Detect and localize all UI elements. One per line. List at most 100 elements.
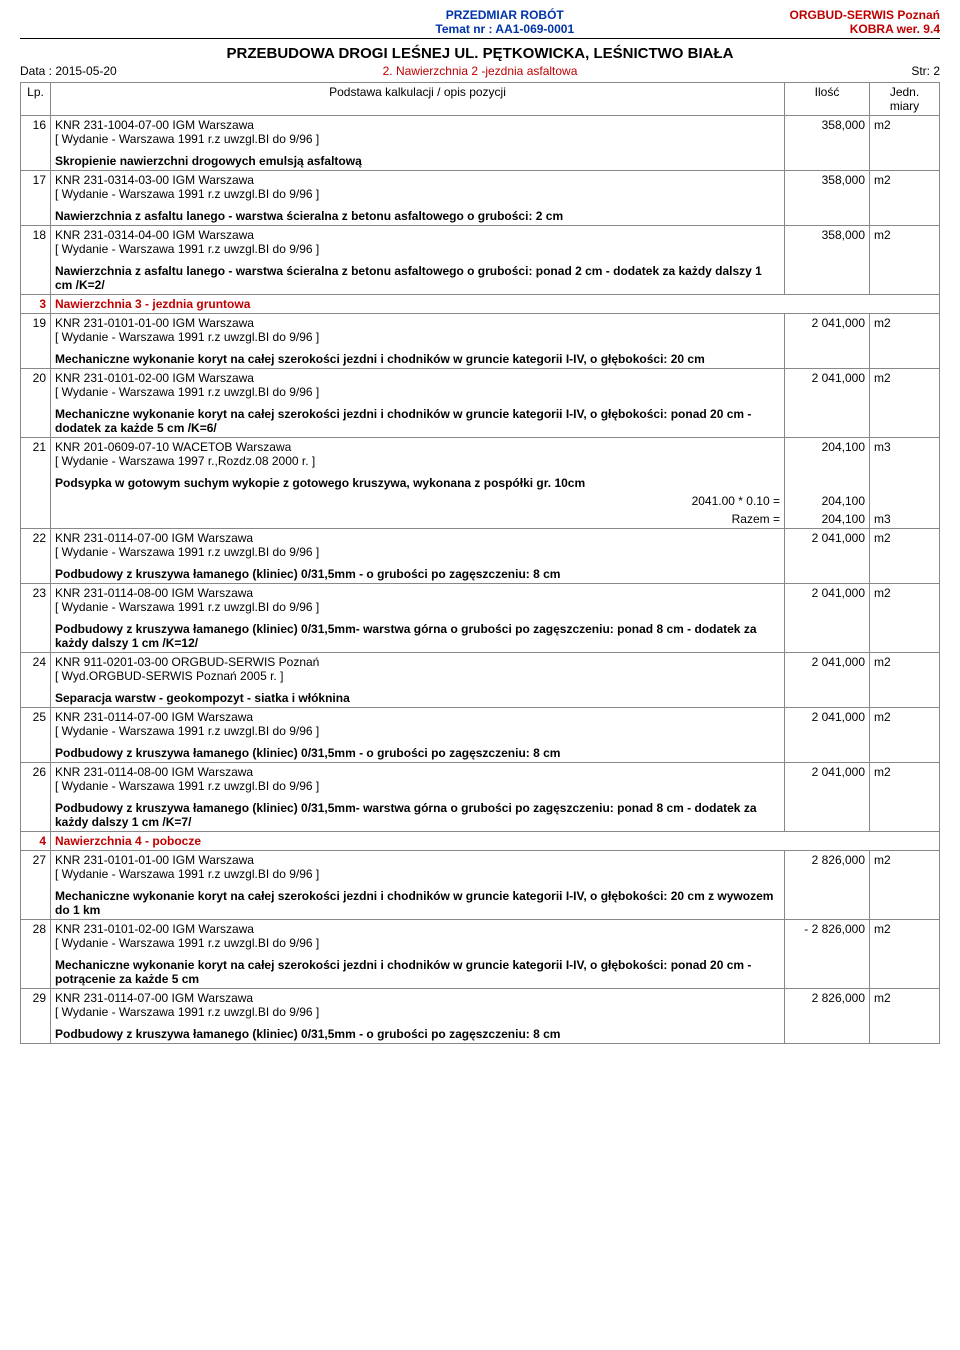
- knr-code: KNR 231-0101-01-00 IGM Warszawa: [55, 853, 780, 867]
- item-description: Podsypka w gotowym suchym wykopie z goto…: [55, 476, 780, 490]
- item-row: 23KNR 231-0114-08-00 IGM Warszawa[ Wydan…: [21, 584, 940, 617]
- item-lp: 16: [21, 116, 51, 171]
- header-org: ORGBUD-SERWIS Poznań: [790, 8, 940, 22]
- item-desc-row: Nawierzchnia z asfaltu lanego - warstwa …: [21, 258, 940, 295]
- col-desc: Podstawa kalkulacji / opis pozycji: [51, 83, 785, 116]
- item-lp: 20: [21, 369, 51, 438]
- item-qty: 2 826,000: [785, 851, 870, 884]
- knr-code: KNR 231-0314-04-00 IGM Warszawa: [55, 228, 780, 242]
- item-description: Separacja warstw - geokompozyt - siatka …: [55, 691, 780, 705]
- item-description: Mechaniczne wykonanie koryt na całej sze…: [55, 889, 780, 917]
- main-title: PRZEBUDOWA DROGI LEŚNEJ UL. PĘTKOWICKA, …: [20, 45, 940, 62]
- item-unit: m3: [870, 438, 940, 471]
- header-title: PRZEDMIAR ROBÓT: [220, 8, 790, 22]
- calc-label: 2041.00 * 0.10 =: [51, 492, 785, 510]
- item-row: 24KNR 911-0201-03-00 ORGBUD-SERWIS Pozna…: [21, 653, 940, 686]
- item-lp: 28: [21, 920, 51, 989]
- item-description: Podbudowy z kruszywa łamanego (kliniec) …: [55, 567, 780, 581]
- item-description: Mechaniczne wykonanie koryt na całej sze…: [55, 958, 780, 986]
- edition: [ Wydanie - Warszawa 1991 r.z uwzgl.BI d…: [55, 779, 780, 793]
- item-lp: 24: [21, 653, 51, 708]
- item-row: 27KNR 231-0101-01-00 IGM Warszawa[ Wydan…: [21, 851, 940, 884]
- header-version: KOBRA wer. 9.4: [790, 22, 940, 36]
- item-qty: 358,000: [785, 116, 870, 149]
- item-qty: 2 041,000: [785, 369, 870, 402]
- col-unit: Jedn. miary: [870, 83, 940, 116]
- knr-code: KNR 231-0101-01-00 IGM Warszawa: [55, 316, 780, 330]
- item-unit: m2: [870, 851, 940, 884]
- edition: [ Wyd.ORGBUD-SERWIS Poznań 2005 r. ]: [55, 669, 780, 683]
- calc-label: Razem =: [51, 510, 785, 529]
- item-unit: m2: [870, 653, 940, 686]
- knr-code: KNR 201-0609-07-10 WACETOB Warszawa: [55, 440, 780, 454]
- knr-code: KNR 231-0114-08-00 IGM Warszawa: [55, 765, 780, 779]
- edition: [ Wydanie - Warszawa 1991 r.z uwzgl.BI d…: [55, 242, 780, 256]
- item-desc-row: Nawierzchnia z asfaltu lanego - warstwa …: [21, 203, 940, 226]
- section-title: Nawierzchnia 3 - jezdnia gruntowa: [55, 297, 250, 311]
- item-qty: 2 041,000: [785, 314, 870, 347]
- edition: [ Wydanie - Warszawa 1991 r.z uwzgl.BI d…: [55, 385, 780, 399]
- item-row: 18KNR 231-0314-04-00 IGM Warszawa[ Wydan…: [21, 226, 940, 259]
- item-row: 26KNR 231-0114-08-00 IGM Warszawa[ Wydan…: [21, 763, 940, 796]
- section-row: 4 Nawierzchnia 4 - pobocze: [21, 832, 940, 851]
- knr-code: KNR 231-0101-02-00 IGM Warszawa: [55, 922, 780, 936]
- col-lp: Lp.: [21, 83, 51, 116]
- edition: [ Wydanie - Warszawa 1991 r.z uwzgl.BI d…: [55, 600, 780, 614]
- item-desc-row: Mechaniczne wykonanie koryt na całej sze…: [21, 401, 940, 438]
- item-desc-row: Podbudowy z kruszywa łamanego (kliniec) …: [21, 561, 940, 584]
- section-row: 3Nawierzchnia 3 - jezdnia gruntowa: [21, 295, 940, 314]
- edition: [ Wydanie - Warszawa 1991 r.z uwzgl.BI d…: [55, 132, 780, 146]
- item-unit: m2: [870, 369, 940, 402]
- item-lp: 18: [21, 226, 51, 295]
- item-desc-row: Podbudowy z kruszywa łamanego (kliniec) …: [21, 1021, 940, 1044]
- knr-code: KNR 231-0114-08-00 IGM Warszawa: [55, 586, 780, 600]
- col-qty: Ilość: [785, 83, 870, 116]
- calc-unit: [870, 492, 940, 510]
- item-lp: 23: [21, 584, 51, 653]
- item-description: Mechaniczne wykonanie koryt na całej sze…: [55, 407, 780, 435]
- item-description: Skropienie nawierzchni drogowych emulsją…: [55, 154, 780, 168]
- calc-qty: 204,100: [785, 510, 870, 529]
- item-unit: m2: [870, 226, 940, 259]
- item-qty: 2 041,000: [785, 708, 870, 741]
- item-lp: 26: [21, 763, 51, 832]
- calc-qty: 204,100: [785, 492, 870, 510]
- table-header-row: Lp. Podstawa kalkulacji / opis pozycji I…: [21, 83, 940, 116]
- knr-code: KNR 911-0201-03-00 ORGBUD-SERWIS Poznań: [55, 655, 780, 669]
- knr-code: KNR 231-0114-07-00 IGM Warszawa: [55, 531, 780, 545]
- header-subject: Temat nr : AA1-069-0001: [220, 22, 790, 36]
- item-qty: 358,000: [785, 226, 870, 259]
- item-desc-row: Podsypka w gotowym suchym wykopie z goto…: [21, 470, 940, 492]
- knr-code: KNR 231-0101-02-00 IGM Warszawa: [55, 371, 780, 385]
- item-lp: 17: [21, 171, 51, 226]
- item-row: 20KNR 231-0101-02-00 IGM Warszawa[ Wydan…: [21, 369, 940, 402]
- edition: [ Wydanie - Warszawa 1991 r.z uwzgl.BI d…: [55, 724, 780, 738]
- item-row: 19KNR 231-0101-01-00 IGM Warszawa[ Wydan…: [21, 314, 940, 347]
- item-desc-row: Podbudowy z kruszywa łamanego (kliniec) …: [21, 795, 940, 832]
- item-row: 21KNR 201-0609-07-10 WACETOB Warszawa[ W…: [21, 438, 940, 471]
- item-unit: m2: [870, 920, 940, 953]
- item-row: 28KNR 231-0101-02-00 IGM Warszawa[ Wydan…: [21, 920, 940, 953]
- calc-row: 2041.00 * 0.10 =204,100: [21, 492, 940, 510]
- item-unit: m2: [870, 708, 940, 741]
- item-lp: 27: [21, 851, 51, 920]
- section-title: Nawierzchnia 4 - pobocze: [55, 834, 201, 848]
- item-row: 22KNR 231-0114-07-00 IGM Warszawa[ Wydan…: [21, 529, 940, 562]
- item-desc-row: Separacja warstw - geokompozyt - siatka …: [21, 685, 940, 708]
- item-qty: 2 041,000: [785, 584, 870, 617]
- item-lp: 19: [21, 314, 51, 369]
- cost-table: Lp. Podstawa kalkulacji / opis pozycji I…: [20, 82, 940, 1044]
- section-number: 4: [21, 832, 51, 851]
- item-desc-row: Mechaniczne wykonanie koryt na całej sze…: [21, 952, 940, 989]
- item-description: Podbudowy z kruszywa łamanego (kliniec) …: [55, 746, 780, 760]
- edition: [ Wydanie - Warszawa 1991 r.z uwzgl.BI d…: [55, 936, 780, 950]
- doc-date: Data : 2015-05-20: [20, 64, 117, 78]
- knr-code: KNR 231-0114-07-00 IGM Warszawa: [55, 991, 780, 1005]
- page-number: Str: 2: [911, 64, 940, 78]
- item-unit: m2: [870, 314, 940, 347]
- item-description: Podbudowy z kruszywa łamanego (kliniec) …: [55, 801, 780, 829]
- item-qty: 204,100: [785, 438, 870, 471]
- section-note: 2. Nawierzchnia 2 -jezdnia asfaltowa: [383, 64, 578, 78]
- edition: [ Wydanie - Warszawa 1991 r.z uwzgl.BI d…: [55, 867, 780, 881]
- item-desc-row: Mechaniczne wykonanie koryt na całej sze…: [21, 346, 940, 369]
